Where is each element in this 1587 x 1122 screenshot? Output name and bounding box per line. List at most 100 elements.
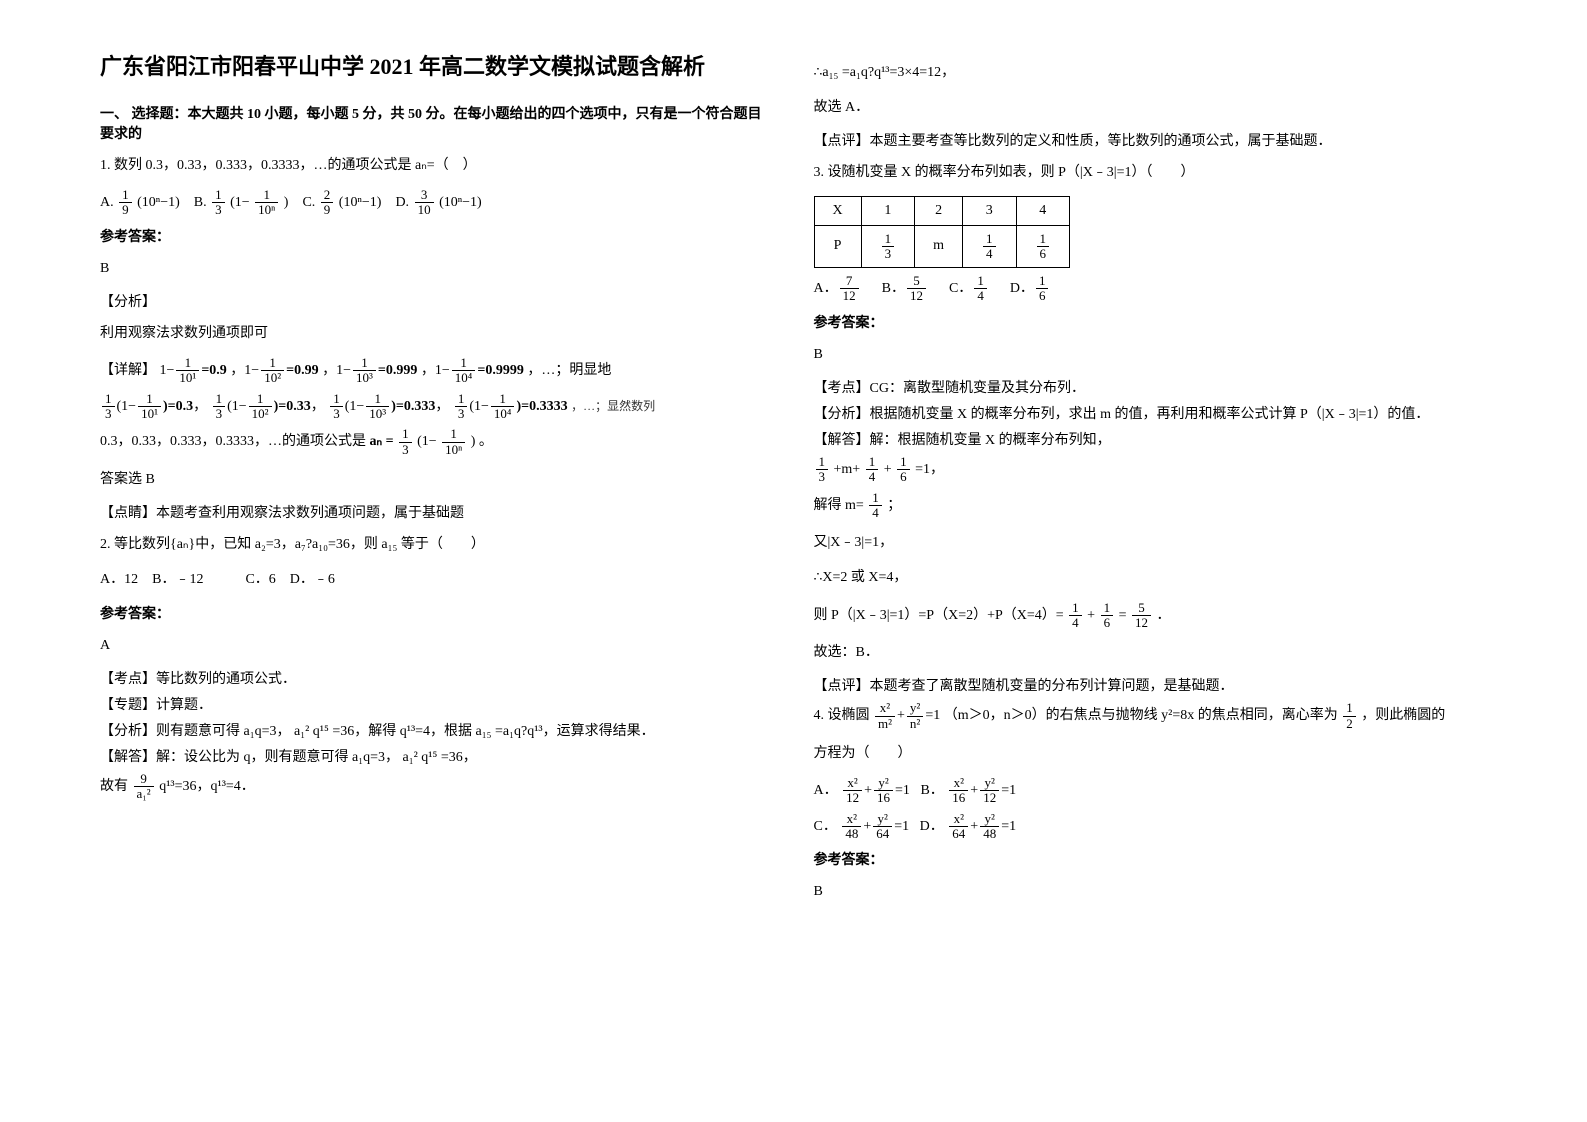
cell: P xyxy=(814,225,861,268)
t: ，…；明显地 xyxy=(527,363,611,378)
f: 110² xyxy=(249,392,272,422)
t: +m+ xyxy=(834,462,861,477)
frac-1-10n: 110ⁿ xyxy=(255,188,278,218)
q3-fenxi: 【分析】根据随机变量 X 的概率分布列，求出 m 的值，再利用和概率公式计算 P… xyxy=(814,403,1488,423)
f: 13 xyxy=(455,392,468,422)
f: 13 xyxy=(882,232,895,262)
f: 16 xyxy=(1037,232,1050,262)
opt-A: A． xyxy=(814,281,838,296)
t: + xyxy=(1087,608,1095,623)
t: ，1− xyxy=(230,363,259,378)
t: a₁² q¹⁵ xyxy=(294,724,329,739)
opt-D-label: D. xyxy=(395,195,409,210)
q1-analysis-text: 利用观察法求数列通项即可 xyxy=(100,321,774,346)
f: 14 xyxy=(866,455,879,485)
text: 计算题． xyxy=(156,698,212,713)
f: 14 xyxy=(974,274,987,304)
document-page: 广东省阳江市阳春平山中学 2021 年高二数学文模拟试题含解析 一、 选择题：本… xyxy=(0,0,1587,964)
q3-jd-line2: 解得 m= 14 ； xyxy=(814,491,1488,521)
q2-jieda: 【解答】解：设公比为 q，则有题意可得 a₁q=3， a₁² q¹⁵ =36， xyxy=(100,746,774,766)
text: 等比数列的通项公式． xyxy=(156,672,296,687)
t: )=0.33 xyxy=(274,399,311,414)
q1-pick: 答案选 B xyxy=(100,467,774,492)
t: 4. 设椭圆 xyxy=(814,708,870,723)
f: 9a₁² xyxy=(134,772,154,802)
t: ，1− xyxy=(421,363,450,378)
cell: 3 xyxy=(963,196,1017,225)
t: ，…；显然数列 xyxy=(571,399,655,413)
reference-answer-label-2: 参考答案： xyxy=(100,603,774,623)
f: 110⁴ xyxy=(491,392,515,422)
q1-detail-line2: 13(1−110¹)=0.3， 13(1−110²)=0.33， 13(1−11… xyxy=(100,392,774,422)
table-row: X 1 2 3 4 xyxy=(814,196,1070,225)
f: y²48 xyxy=(980,812,999,842)
q4-answer: B xyxy=(814,879,1488,904)
t: 。 xyxy=(479,434,493,449)
t: + xyxy=(970,783,978,798)
question-1: 1. 数列 0.3，0.33，0.333，0.3333，…的通项公式是 aₙ=（… xyxy=(100,153,774,178)
f: 110¹ xyxy=(138,392,161,422)
t: (1− xyxy=(227,399,247,414)
q4-options-row2: C． x²48+y²64=1 D． x²64+y²48=1 xyxy=(814,812,1488,842)
left-column: 广东省阳江市阳春平山中学 2021 年高二数学文模拟试题含解析 一、 选择题：本… xyxy=(80,50,794,914)
reference-answer-label-3: 参考答案： xyxy=(814,312,1488,332)
t: aₙ = xyxy=(370,434,394,449)
label: 【解答】 xyxy=(814,433,870,448)
t: ； xyxy=(887,498,901,513)
t: （m＞0，n＞0）的右焦点与抛物线 y²=8x 的焦点相同，离心率为 xyxy=(944,708,1338,723)
text: 解：设公比为 q，则有题意可得 a₁q=3， xyxy=(156,750,399,765)
t: =1 xyxy=(1001,819,1016,834)
f: x²16 xyxy=(949,776,968,806)
f: 110² xyxy=(261,356,284,386)
opt-A-label: A. xyxy=(100,195,114,210)
t: = xyxy=(1119,608,1127,623)
t: ，1− xyxy=(322,363,351,378)
q2-options: A．12 B．﹣12 C．6 D．﹣6 xyxy=(100,567,774,592)
label: 【分析】 xyxy=(100,724,156,739)
q3-kaodian: 【考点】CG：离散型随机变量及其分布列． xyxy=(814,377,1488,397)
f: y²16 xyxy=(874,776,893,806)
q3-pick: 故选：B． xyxy=(814,640,1488,665)
q4-text-d: 方程为（ ） xyxy=(814,741,1488,766)
opt-C: C． xyxy=(814,819,837,834)
t: )=0.3333 xyxy=(516,399,567,414)
question-4: 4. 设椭圆 x²m²+y²n²=1 （m＞0，n＞0）的右焦点与抛物线 y²=… xyxy=(814,701,1488,731)
t: ，则此椭圆的 xyxy=(1361,708,1445,723)
f: 16 xyxy=(1036,274,1049,304)
label: 【点睛】 xyxy=(100,506,156,521)
f: 13 xyxy=(213,392,226,422)
t: 故有 xyxy=(100,779,128,794)
f: x²64 xyxy=(949,812,968,842)
f: 512 xyxy=(907,274,926,304)
opt-B: B． xyxy=(920,783,943,798)
q2-jd3: 故有 9a₁² q¹³=36，q¹³=4． xyxy=(100,772,774,802)
text: 本题考查利用观察法求数列通项问题，属于基础题 xyxy=(156,506,464,521)
t: 0.3，0.33，0.333，0.3333，…的通项公式是 xyxy=(100,434,366,449)
text: 根据随机变量 X 的概率分布列，求出 m 的值，再利用和概率公式计算 P（|X﹣… xyxy=(870,407,1430,422)
q3-answer: B xyxy=(814,342,1488,367)
cell: 13 xyxy=(861,225,915,268)
f: 110³ xyxy=(366,392,389,422)
q2-kaodian: 【考点】等比数列的通项公式． xyxy=(100,668,774,688)
t: )=0.3 xyxy=(163,399,193,414)
q1-note: 【点睛】本题考查利用观察法求数列通项问题，属于基础题 xyxy=(100,502,774,522)
t: =0.9 xyxy=(201,363,226,378)
opt-B-expr: (1− xyxy=(230,195,250,210)
t: )=0.333 xyxy=(391,399,435,414)
text: =36， xyxy=(441,750,477,765)
f: 14 xyxy=(869,491,882,521)
t: ) xyxy=(471,434,476,449)
frac-1-9: 19 xyxy=(119,188,132,218)
t: ， xyxy=(311,399,325,414)
f: 13 xyxy=(816,455,829,485)
label: 【考点】 xyxy=(100,672,156,687)
q1-analysis-label: 【分析】 xyxy=(100,291,774,311)
label: 【解答】 xyxy=(100,750,156,765)
reference-answer-label: 参考答案： xyxy=(100,226,774,246)
q2-fenxi: 【分析】则有题意可得 a₁q=3， a₁² q¹⁵ =36，解得 q¹³=4，根… xyxy=(100,720,774,740)
opt-B: B． xyxy=(882,281,905,296)
f: 512 xyxy=(1132,601,1151,631)
t: =0.9999 xyxy=(477,363,523,378)
right-column: ∴a₁₅ =a₁q?q¹³=3×4=12， 故选 A． 【点评】本题主要考查等比… xyxy=(794,50,1508,914)
label: 【点评】 xyxy=(814,679,870,694)
